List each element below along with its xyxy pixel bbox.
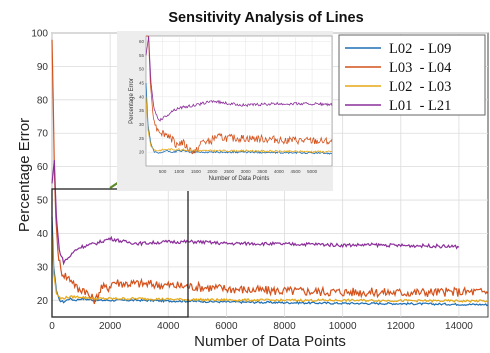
x-tick-label: 10000 (329, 321, 357, 332)
inset-y-tick-label: 45 (139, 81, 145, 86)
y-tick-label: 60 (37, 162, 49, 173)
inset-x-tick-label: 3000 (241, 169, 252, 174)
inset-y-tick-label: 60 (139, 39, 145, 44)
inset-y-tick-labels: 20 25 30 35 40 45 50 55 60 (139, 39, 145, 155)
inset-y-axis-label: Percentage Error (129, 78, 135, 124)
y-tick-label: 90 (37, 62, 49, 73)
inset-x-tick-label: 1000 (174, 169, 185, 174)
x-tick-label: 4000 (157, 321, 180, 332)
inset-series-line-2 (145, 96, 333, 154)
legend-label-1: L03 - L04 (389, 60, 452, 76)
legend-label-3: L01 - L21 (389, 98, 451, 114)
x-tick-label: 12000 (387, 321, 415, 332)
x-tick-label: 6000 (215, 321, 238, 332)
inset-x-tick-label: 3500 (257, 169, 268, 174)
series-lines (51, 39, 489, 307)
series-line-0 (51, 216, 489, 307)
inset-x-tick-label: 2500 (224, 169, 235, 174)
inset-series-line-0 (145, 82, 333, 155)
legend-label-0: L02 - L09 (389, 41, 451, 57)
x-tick-label: 0 (49, 321, 55, 332)
inset-x-tick-label: 5000 (307, 169, 318, 174)
x-tick-labels: 0 2000 4000 6000 8000 10000 12000 14000 (49, 321, 473, 332)
x-tick-label: 2000 (99, 321, 122, 332)
series-line-1 (51, 39, 489, 305)
inset-plot-area (145, 35, 333, 167)
y-tick-label: 80 (37, 95, 49, 106)
inset-series-lines (145, 35, 333, 155)
x-tick-label: 14000 (445, 321, 473, 332)
y-tick-labels: 20 30 40 50 60 70 80 90 100 (31, 29, 48, 307)
y-tick-label: 40 (37, 229, 49, 240)
y-tick-label: 50 (37, 196, 49, 207)
y-axis-label: Percentage Error (16, 118, 33, 232)
inset-y-tick-label: 30 (139, 122, 145, 127)
inset-y-tick-label: 35 (139, 108, 145, 113)
inset-x-tick-label: 500 (159, 169, 167, 174)
x-axis-label: Number of Data Points (194, 333, 346, 350)
y-tick-label: 100 (31, 29, 48, 40)
inset-y-tick-label: 40 (139, 94, 145, 99)
inset-y-tick-label: 50 (139, 67, 145, 72)
y-tick-label: 30 (37, 262, 49, 273)
inset-y-tick-label: 55 (139, 53, 145, 58)
y-tick-label: 20 (37, 296, 49, 307)
inset-x-tick-labels: 500 1000 1500 2000 2500 3000 3500 4000 4500 5000 (159, 169, 318, 174)
chart-title: Sensitivity Analysis of Lines (168, 10, 363, 26)
inset-x-axis-label: Number of Data Points (209, 176, 270, 182)
legend-label-2: L02 - L03 (389, 79, 451, 95)
series-line-3 (51, 159, 460, 266)
inset-y-tick-label: 20 (139, 150, 145, 155)
y-tick-label: 70 (37, 129, 49, 140)
inset-y-tick-label: 25 (139, 136, 145, 141)
inset-x-tick-label: 4000 (274, 169, 285, 174)
inset-x-tick-label: 1500 (191, 169, 202, 174)
series-line-2 (51, 233, 489, 303)
inset-series-line-3 (145, 35, 333, 122)
inset-x-tick-label: 2000 (207, 169, 218, 174)
x-tick-label: 8000 (273, 321, 296, 332)
inset-x-tick-label: 4500 (290, 169, 301, 174)
inset-series-line-1 (146, 35, 333, 155)
legend: L02 - L09 L03 - L04 L02 - L03 L01 - L21 (345, 41, 452, 114)
